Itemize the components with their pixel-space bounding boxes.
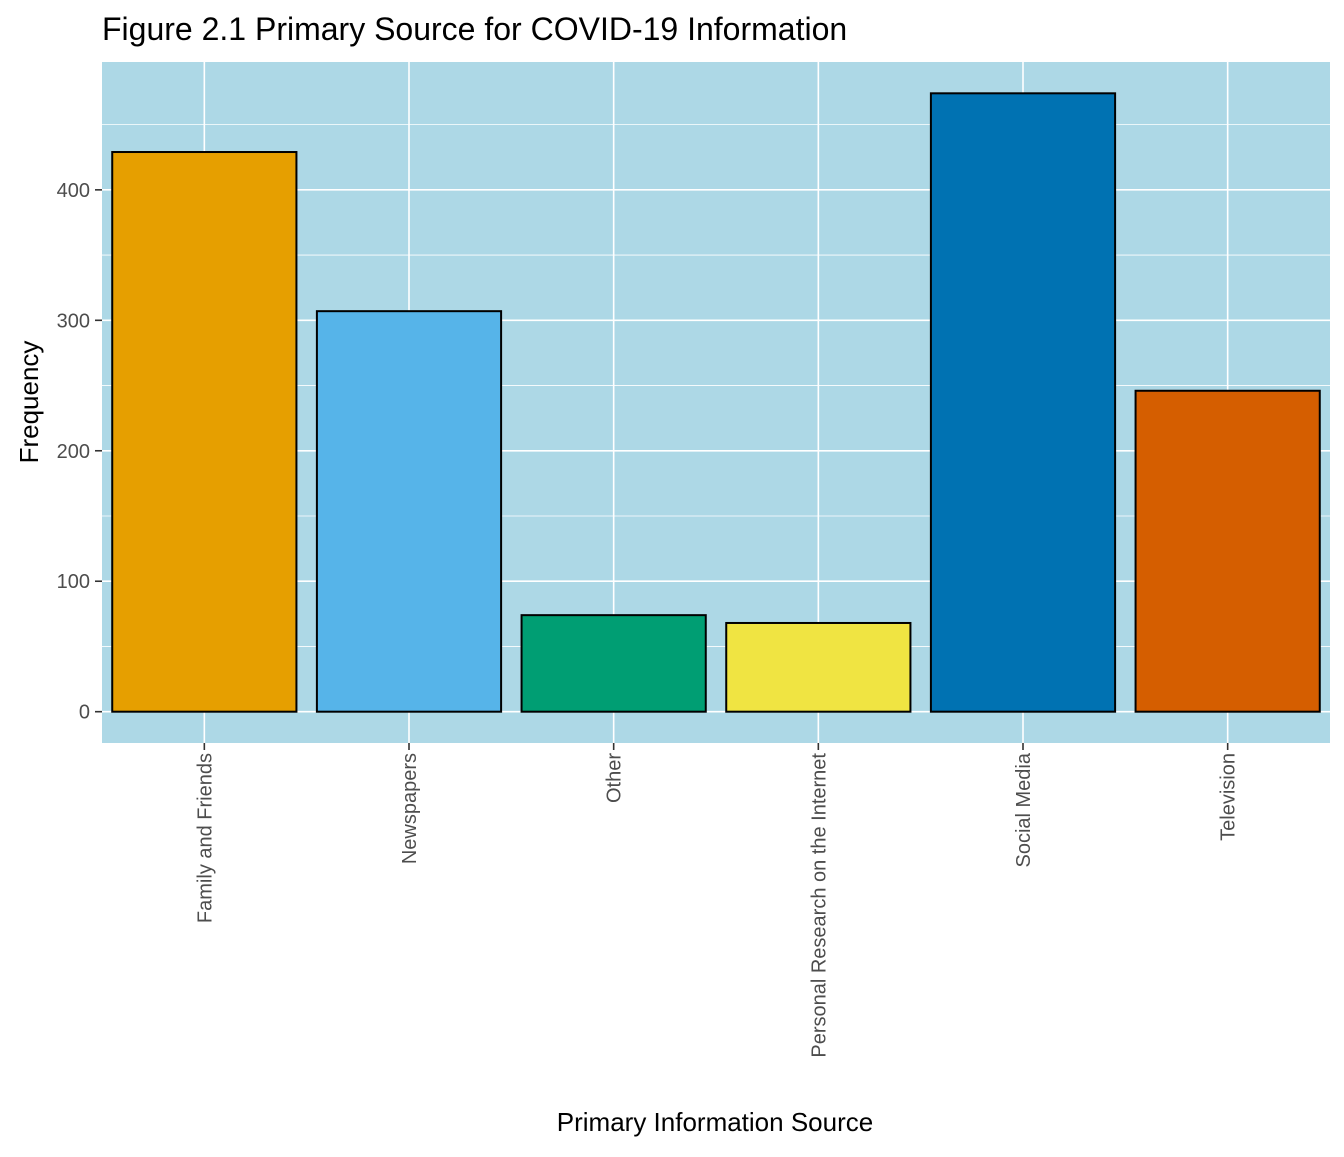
plot-panel xyxy=(102,62,1330,743)
y-tick-label: 400 xyxy=(57,180,90,202)
chart-title: Figure 2.1 Primary Source for COVID-19 I… xyxy=(102,11,847,47)
y-tick-label: 0 xyxy=(79,702,90,724)
y-axis: 0 100 200 300 400 xyxy=(57,180,102,724)
x-tick-label: Social Media xyxy=(1013,752,1035,867)
x-tick-label: Television xyxy=(1218,753,1240,841)
bar-social-media xyxy=(929,92,1117,713)
x-tick-label: Newspapers xyxy=(399,753,421,864)
x-axis: Family and Friends Newspapers Other Persona… xyxy=(194,743,1240,1058)
x-tick-label: Personal Research on the Internet xyxy=(808,753,830,1058)
y-tick-label: 300 xyxy=(57,310,90,332)
bar-personal-research-on-the-internet xyxy=(725,621,912,713)
x-tick-label: Family and Friends xyxy=(194,753,216,923)
y-axis-title: Frequency xyxy=(14,341,44,464)
bar-other xyxy=(520,614,707,713)
bar-newspapers xyxy=(315,310,503,713)
y-tick-label: 200 xyxy=(57,441,90,463)
bars xyxy=(111,92,1321,713)
y-tick-label: 100 xyxy=(57,571,90,593)
bar-family-and-friends xyxy=(111,151,298,713)
bar-television xyxy=(1134,389,1321,713)
x-axis-title: Primary Information Source xyxy=(557,1107,873,1137)
x-tick-label: Other xyxy=(604,753,626,803)
